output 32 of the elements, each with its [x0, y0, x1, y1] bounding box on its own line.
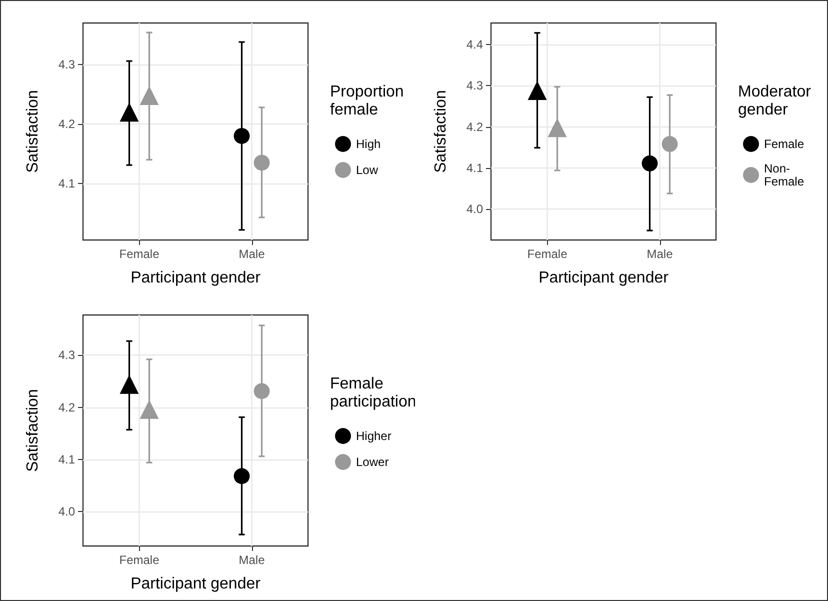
legend-title: Proportion female: [330, 84, 408, 118]
y-axis-title: Satisfaction: [24, 90, 42, 173]
legend-label: Lower: [356, 455, 389, 469]
x-tick-label: Male: [238, 553, 266, 567]
y-tick-label: 4.1: [466, 160, 484, 175]
x-tick-label: Female: [527, 247, 568, 261]
x-tick-label: Male: [646, 247, 674, 261]
x-tick-label: Female: [119, 247, 160, 261]
x-axis-title: Participant gender: [130, 270, 262, 286]
y-tick-label: 4.0: [466, 202, 484, 216]
y-tick-label: 4.2: [466, 120, 484, 134]
y-axis-title: Satisfaction: [24, 389, 42, 472]
legend-label: Higher: [356, 429, 392, 443]
x-axis-title: Participant gender: [538, 270, 670, 286]
legend-label: Low: [356, 163, 378, 177]
y-tick-label: 4.2: [58, 400, 76, 414]
y-axis-title: Satisfaction: [432, 90, 450, 173]
x-tick-label: Male: [238, 247, 266, 261]
legend-label: Non-Female: [764, 162, 804, 188]
legend-title: Moderator gender: [738, 84, 816, 118]
legend-label: Female: [764, 137, 804, 151]
y-tick-label: 4.2: [58, 117, 76, 132]
y-tick-label: 4.0: [58, 504, 76, 519]
x-axis-title: Participant gender: [130, 576, 262, 592]
legend-title: Female participation: [330, 376, 416, 410]
legend-label: High: [356, 137, 381, 151]
y-tick-label: 4.3: [58, 348, 76, 362]
y-tick-label: 4.3: [466, 78, 484, 93]
y-tick-label: 4.1: [58, 176, 76, 191]
y-tick-label: 4.3: [58, 58, 76, 72]
y-tick-label: 4.4: [466, 37, 484, 52]
y-tick-label: 4.1: [58, 452, 76, 466]
